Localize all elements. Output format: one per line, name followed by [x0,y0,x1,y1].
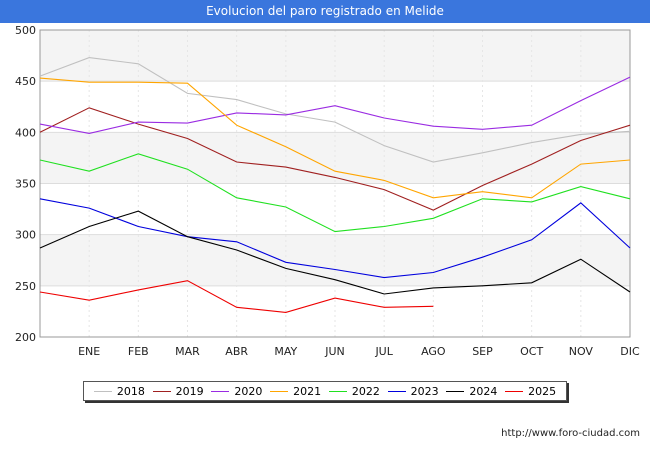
legend-swatch [152,390,171,392]
series-line-2019 [39,107,631,211]
x-tick-label: DIC [620,345,640,358]
legend-swatch [211,390,230,392]
y-tick-label: 350 [15,178,36,191]
legend-item-2025: 2025 [505,385,556,398]
legend-label: 2025 [528,384,557,398]
chart-title: Evolucion del paro registrado en Melide [0,0,650,23]
y-tick-label: 250 [15,280,36,293]
x-tick-label: SEP [472,345,493,358]
series-line-2022 [39,153,631,233]
legend-label: 2023 [410,384,439,398]
legend-swatch [505,390,524,392]
chart-legend: 2018 2019 2020 2021 2022 2023 2024 2025 [83,381,567,401]
series-line-2025 [39,280,434,313]
legend-item-2018: 2018 [93,384,145,398]
legend-item-2023: 2023 [387,384,439,398]
legend-item-2020: 2020 [211,385,262,398]
x-tick-label: JUN [324,345,345,358]
series-line-2018 [39,57,631,163]
series-line-2023 [39,198,631,279]
legend-label: 2020 [234,384,263,398]
x-tick-label: NOV [569,345,594,358]
y-tick-label: 450 [15,75,36,88]
legend-item-2024: 2024 [446,385,497,398]
y-tick-label: 400 [15,126,36,139]
x-tick-label: ENE [78,345,100,358]
x-tick-label: ABR [225,345,248,358]
y-tick-label: 300 [15,229,36,242]
legend-swatch [270,390,289,392]
legend-swatch [387,390,406,392]
legend-label: 2018 [116,384,145,398]
x-tick-label: FEB [128,345,149,358]
legend-swatch [93,390,112,392]
legend-label: 2022 [351,384,380,398]
y-tick-label: 500 [15,24,36,37]
plot-area [39,29,631,338]
legend-label: 2024 [469,384,498,398]
legend-item-2019: 2019 [152,384,204,398]
source-link[interactable]: http://www.foro-ciudad.com [501,428,640,439]
legend-swatch [446,390,465,392]
legend-label: 2019 [175,384,204,398]
series-line-2024 [39,210,631,295]
series-line-2021 [39,77,631,199]
x-tick-label: JUL [374,345,393,358]
legend-item-2022: 2022 [328,384,380,398]
x-tick-label: MAY [274,345,297,358]
legend-swatch [328,390,347,392]
x-tick-label: OCT [520,345,543,358]
legend-label: 2021 [293,384,322,398]
x-tick-label: AGO [421,345,446,358]
series-line-2020 [39,76,631,134]
legend-item-2021: 2021 [270,385,321,398]
x-tick-label: MAR [175,345,200,358]
y-tick-label: 200 [15,331,36,344]
